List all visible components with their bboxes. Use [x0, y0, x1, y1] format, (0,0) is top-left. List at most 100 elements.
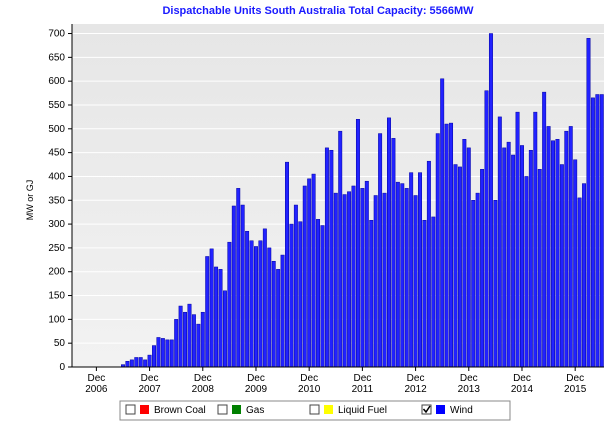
bar [400, 183, 405, 368]
bar [298, 221, 303, 368]
bar [355, 119, 360, 368]
bar [462, 139, 467, 368]
legend-swatch [140, 405, 149, 414]
bar [245, 230, 250, 368]
bar [174, 319, 179, 368]
bar [236, 188, 241, 368]
bar [573, 159, 578, 368]
bar [143, 359, 148, 368]
bar [475, 192, 480, 368]
bar [258, 240, 263, 368]
y-tick-label: 0 [59, 362, 65, 373]
bar [285, 161, 289, 368]
bar [360, 188, 365, 368]
bar [183, 311, 188, 368]
bar [218, 269, 223, 368]
bar [342, 194, 347, 368]
legend-checkbox [421, 404, 432, 415]
x-tick-label: Dec 2011 [352, 373, 374, 395]
bar [156, 337, 161, 368]
bar [240, 204, 245, 368]
chart-title: Dispatchable Units South Australia Total… [162, 5, 474, 17]
bar [520, 145, 524, 368]
bar [533, 111, 538, 368]
bar [493, 200, 498, 368]
bar [577, 197, 582, 368]
bar [378, 133, 383, 368]
bar [480, 169, 485, 368]
bar [582, 183, 587, 368]
bar [440, 78, 445, 368]
bar [289, 223, 294, 368]
legend-swatch [324, 405, 333, 414]
x-tick-label: Dec 2006 [85, 373, 108, 395]
legend-label: Gas [246, 405, 264, 416]
bar [542, 91, 547, 368]
legend-label: Brown Coal [154, 405, 206, 416]
bar [364, 180, 369, 368]
bar [418, 172, 422, 368]
bar [302, 185, 307, 368]
bar [333, 192, 338, 368]
bar [444, 123, 449, 368]
bar [293, 204, 298, 368]
legend-checkbox [309, 404, 320, 415]
bar [404, 188, 409, 368]
bar [369, 220, 374, 368]
x-tick-label: Dec 2014 [511, 373, 534, 395]
bar [453, 164, 458, 368]
bar [395, 181, 400, 368]
plot-area [72, 24, 604, 367]
legend-swatch [232, 405, 241, 414]
legend-check [422, 405, 431, 414]
bar [254, 246, 258, 368]
bar [191, 314, 196, 368]
y-axis-label: MW or GJ [25, 180, 35, 221]
bar [382, 192, 387, 368]
y-tick-label: 50 [54, 338, 66, 349]
bar [599, 94, 604, 368]
bar [152, 345, 156, 368]
bar [413, 195, 418, 368]
bar [338, 130, 343, 368]
y-tick-label: 150 [48, 291, 65, 302]
x-tick-label: Dec 2008 [192, 373, 215, 395]
x-tick-label: Dec 2015 [564, 373, 587, 395]
bar [165, 339, 170, 368]
bar [227, 241, 232, 368]
bar [559, 164, 564, 368]
bar [564, 130, 569, 368]
bar [316, 219, 321, 368]
bar [524, 176, 529, 368]
bar [347, 191, 352, 368]
bar [169, 339, 174, 368]
bar [147, 354, 152, 368]
bar [320, 225, 325, 368]
bar [267, 247, 272, 368]
bar [311, 173, 316, 368]
y-tick-label: 650 [48, 52, 65, 63]
y-tick-label: 600 [48, 76, 65, 87]
y-tick-label: 100 [48, 314, 65, 325]
bar [231, 205, 236, 368]
bar [488, 33, 493, 368]
bar [502, 147, 507, 368]
bar [387, 117, 391, 368]
bar [409, 172, 414, 368]
bar [138, 357, 143, 368]
x-tick-label: Dec 2010 [298, 373, 321, 395]
bar [129, 359, 134, 368]
bar [422, 220, 427, 368]
y-tick-label: 300 [48, 219, 65, 230]
y-tick-label: 550 [48, 100, 65, 111]
x-tick-label: Dec 2007 [138, 373, 161, 395]
legend-checkbox [125, 404, 136, 415]
bar [307, 178, 312, 368]
bar [546, 126, 551, 368]
bar [222, 290, 227, 368]
bar [457, 166, 462, 368]
bar [271, 260, 276, 368]
bar [590, 97, 595, 368]
bar [205, 256, 210, 368]
y-tick-label: 500 [48, 124, 65, 135]
